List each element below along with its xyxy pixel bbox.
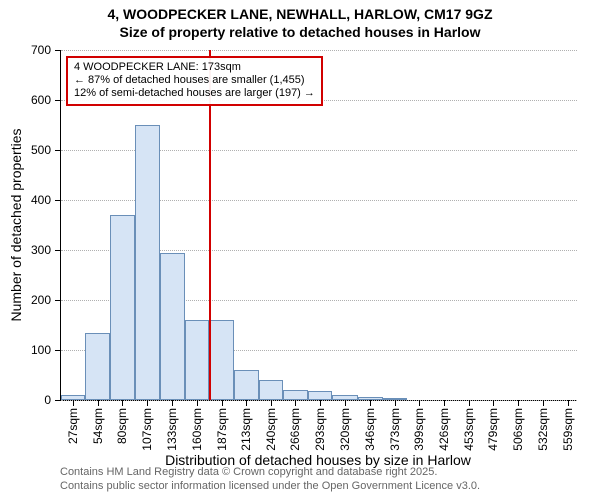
xtick-label: 133sqm [165,408,179,451]
xtick-mark [172,400,173,406]
xtick-mark [493,400,494,406]
title-line1: 4, WOODPECKER LANE, NEWHALL, HARLOW, CM1… [0,6,600,24]
xtick-mark [370,400,371,406]
title-line2: Size of property relative to detached ho… [0,24,600,42]
xtick-label: 213sqm [239,408,253,451]
ytick-label: 200 [31,293,51,307]
xtick-mark [419,400,420,406]
xtick-mark [147,400,148,406]
xtick-label: 293sqm [313,408,327,451]
xtick-label: 160sqm [190,408,204,451]
xtick-label: 80sqm [115,408,129,444]
xtick-mark [469,400,470,406]
ytick-mark [55,300,61,301]
xtick-label: 320sqm [338,408,352,451]
annotation-box: 4 WOODPECKER LANE: 173sqm ← 87% of detac… [66,56,323,106]
xtick-label: 107sqm [140,408,154,451]
ytick-label: 400 [31,193,51,207]
xtick-mark [543,400,544,406]
xtick-mark [271,400,272,406]
footer-note: Contains HM Land Registry data © Crown c… [60,466,480,494]
histogram-bar [234,370,259,400]
annotation-line2: ← 87% of detached houses are smaller (1,… [74,74,315,87]
histogram-bar [283,390,308,400]
xtick-label: 346sqm [363,408,377,451]
annotation-line1: 4 WOODPECKER LANE: 173sqm [74,61,315,74]
xtick-mark [295,400,296,406]
ytick-mark [55,400,61,401]
histogram-bar [110,215,135,400]
xtick-label: 373sqm [388,408,402,451]
xtick-label: 187sqm [215,408,229,451]
xtick-mark [197,400,198,406]
ytick-mark [55,100,61,101]
histogram-bar [85,333,110,401]
xtick-mark [568,400,569,406]
annotation-line3: 12% of semi-detached houses are larger (… [74,87,315,100]
xtick-mark [345,400,346,406]
xtick-mark [320,400,321,406]
xtick-mark [246,400,247,406]
xtick-label: 506sqm [511,408,525,451]
ytick-label: 700 [31,43,51,57]
histogram-bar [135,125,159,400]
title-block: 4, WOODPECKER LANE, NEWHALL, HARLOW, CM1… [0,0,600,41]
xtick-label: 426sqm [437,408,451,451]
xtick-label: 54sqm [91,408,105,444]
xtick-label: 27sqm [66,408,80,444]
xtick-label: 532sqm [536,408,550,451]
xtick-mark [395,400,396,406]
ytick-label: 600 [31,93,51,107]
histogram-bar [160,253,185,401]
ytick-label: 0 [44,393,51,407]
xtick-mark [444,400,445,406]
ytick-label: 500 [31,143,51,157]
chart-container: 4, WOODPECKER LANE, NEWHALL, HARLOW, CM1… [0,0,600,500]
xtick-label: 240sqm [264,408,278,451]
xtick-label: 479sqm [486,408,500,451]
histogram-bar [209,320,234,400]
gridline [61,50,577,51]
xtick-label: 559sqm [561,408,575,451]
ytick-label: 300 [31,243,51,257]
xtick-label: 453sqm [462,408,476,451]
xtick-mark [122,400,123,406]
gridline [61,400,577,401]
y-axis-label: Number of detached properties [8,129,24,322]
ytick-mark [55,150,61,151]
ytick-mark [55,350,61,351]
histogram-bar [185,320,209,400]
footer-line2: Contains public sector information licen… [60,480,480,494]
xtick-mark [73,400,74,406]
footer-line1: Contains HM Land Registry data © Crown c… [60,466,480,480]
xtick-mark [222,400,223,406]
ytick-mark [55,200,61,201]
ytick-mark [55,50,61,51]
xtick-label: 266sqm [288,408,302,451]
ytick-label: 100 [31,343,51,357]
histogram-bar [308,391,332,400]
histogram-bar [259,380,283,400]
ytick-mark [55,250,61,251]
xtick-label: 399sqm [412,408,426,451]
xtick-mark [518,400,519,406]
xtick-mark [98,400,99,406]
